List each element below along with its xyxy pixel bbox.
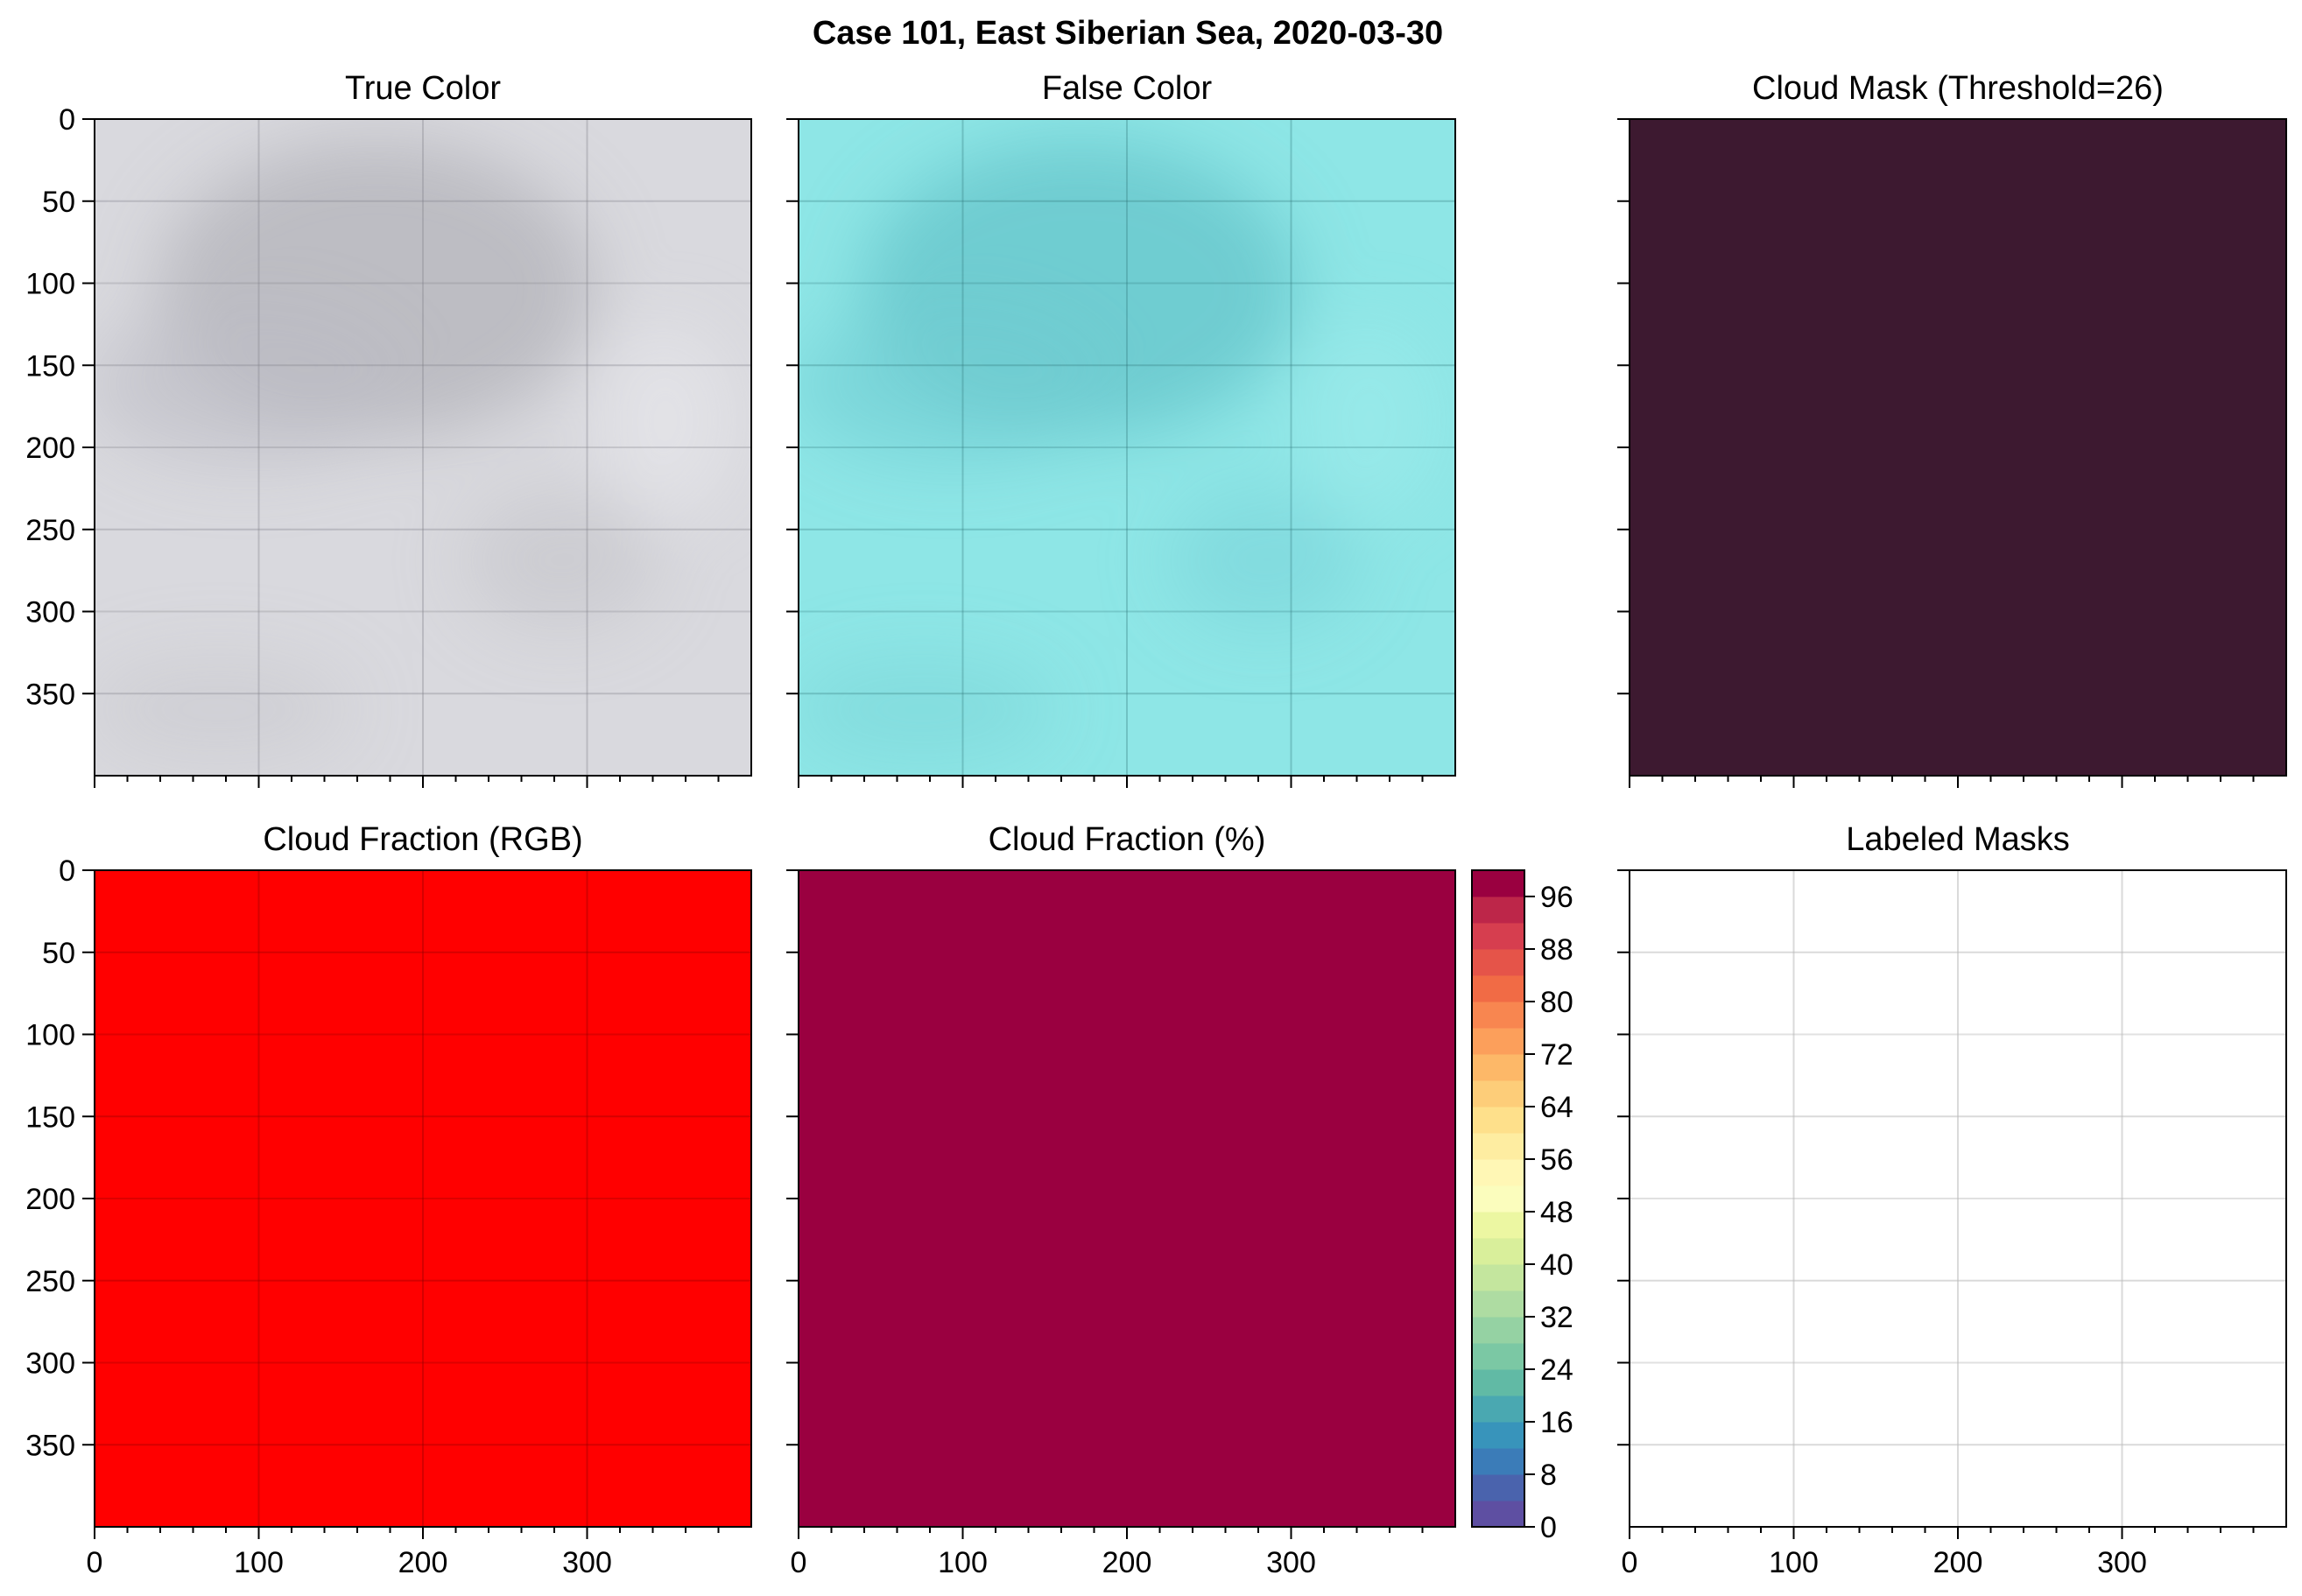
colorbar-level — [1472, 975, 1524, 1002]
cloud-mask-image — [1630, 119, 2286, 776]
colorbar-level — [1472, 1159, 1524, 1186]
y-tick-label: 0 — [59, 103, 75, 137]
colorbar-level — [1472, 949, 1524, 976]
x-tick-label: 100 — [1769, 1546, 1819, 1579]
colorbar-level — [1472, 1054, 1524, 1081]
cloud-mask-ticks — [1617, 118, 2255, 788]
y-tick-label: 150 — [25, 1100, 75, 1134]
colorbar-frame — [1471, 869, 1525, 1528]
panel-true-color: True Color 0 50 100 150 200 250 300 350 — [25, 70, 752, 788]
panel-title-labeled-masks: Labeled Masks — [1846, 821, 2070, 858]
cloud-fraction-pct-image — [799, 870, 1455, 1527]
colorbar-level — [1472, 1474, 1524, 1501]
y-tick-label: 50 — [42, 937, 75, 970]
x-tick-label: 100 — [938, 1546, 988, 1579]
y-tick-label: 300 — [25, 1347, 75, 1381]
y-tick-label: 250 — [25, 1265, 75, 1298]
colorbar-level — [1472, 1422, 1524, 1449]
x-tick-label: 300 — [1266, 1546, 1316, 1579]
figure-suptitle: Case 101, East Siberian Sea, 2020-03-30 — [813, 15, 1443, 52]
colorbar-level — [1472, 1080, 1524, 1107]
false-color-grid — [799, 119, 1455, 776]
y-tick-label: 350 — [25, 1429, 75, 1462]
panel-cloud-fraction-rgb: Cloud Fraction (RGB) 0 50 100 150 200 250 300 3… — [25, 821, 752, 1579]
colorbar-level — [1472, 1290, 1524, 1318]
panel-title-false-color: False Color — [1042, 70, 1213, 107]
y-tick-label: 0 — [59, 854, 75, 888]
colorbar-level — [1472, 923, 1524, 950]
colorbar-tick-label: 72 — [1540, 1038, 1573, 1072]
colorbar-tick-label: 64 — [1540, 1091, 1573, 1124]
cloud-fraction-rgb-image — [95, 870, 751, 1527]
x-tick-label: 0 — [87, 1546, 103, 1579]
colorbar-level — [1472, 1107, 1524, 1134]
colorbar-level — [1472, 1212, 1524, 1239]
colorbar-level — [1472, 896, 1524, 924]
x-tick-label: 0 — [791, 1546, 807, 1579]
x-tick-label: 200 — [1102, 1546, 1152, 1579]
colorbar-level — [1472, 1501, 1524, 1528]
colorbar-tick-label: 88 — [1540, 933, 1573, 967]
cloud-fraction-pct-ticks: 0 100 200 300 — [786, 869, 1424, 1579]
true-color-cloud-texture — [95, 140, 736, 762]
x-tick-label: 300 — [2097, 1546, 2147, 1579]
x-tick-label: 200 — [398, 1546, 448, 1579]
panel-title-cloud-fraction-pct: Cloud Fraction (%) — [989, 821, 1266, 858]
false-color-cloud-texture — [799, 140, 1440, 762]
cloud-fraction-rgb-grid — [95, 870, 751, 1527]
cloud-fraction-rgb-ticks: 0 50 100 150 200 250 300 350 0 100 200 300 — [25, 854, 720, 1579]
false-color-ticks — [786, 118, 1424, 788]
colorbar-level — [1472, 1002, 1524, 1029]
colorbar-level — [1472, 1369, 1524, 1396]
colorbar-level — [1472, 1448, 1524, 1475]
colorbar-tick-label: 48 — [1540, 1196, 1573, 1229]
x-tick-label: 100 — [234, 1546, 284, 1579]
y-tick-label: 200 — [25, 432, 75, 465]
y-tick-label: 200 — [25, 1183, 75, 1216]
y-tick-label: 300 — [25, 596, 75, 629]
x-tick-label: 200 — [1933, 1546, 1983, 1579]
colorbar-tick-label: 96 — [1540, 881, 1573, 914]
colorbar-level — [1472, 870, 1524, 897]
colorbar-tick-label: 16 — [1540, 1406, 1573, 1439]
panel-title-true-color: True Color — [345, 70, 501, 107]
cloud-fraction-colorbar: 0 8 16 24 32 40 48 56 64 72 80 88 96 — [1471, 869, 1573, 1544]
panel-labeled-masks: Labeled Masks 0 100 200 300 — [1617, 821, 2287, 1579]
colorbar-level — [1472, 1396, 1524, 1423]
panel-title-cloud-mask: Cloud Mask (Threshold=26) — [1752, 70, 2164, 107]
x-tick-label: 300 — [562, 1546, 612, 1579]
y-tick-label: 150 — [25, 349, 75, 383]
y-tick-label: 250 — [25, 514, 75, 547]
colorbar-level — [1472, 1238, 1524, 1265]
labeled-masks-grid — [1630, 870, 2286, 1527]
colorbar-tick-label: 32 — [1540, 1301, 1573, 1334]
labeled-masks-ticks: 0 100 200 300 — [1617, 869, 2255, 1579]
y-tick-label: 100 — [25, 268, 75, 301]
panel-cloud-mask: Cloud Mask (Threshold=26) — [1617, 70, 2287, 788]
colorbar-level — [1472, 1028, 1524, 1055]
colorbar-tick-label: 24 — [1540, 1353, 1573, 1387]
colorbar-tick-label: 40 — [1540, 1248, 1573, 1282]
panel-false-color: False Color — [786, 70, 1456, 788]
true-color-image — [95, 119, 751, 776]
y-tick-label: 350 — [25, 678, 75, 711]
colorbar-tick-label: 80 — [1540, 986, 1573, 1019]
true-color-grid — [95, 119, 751, 776]
y-tick-label: 50 — [42, 186, 75, 219]
colorbar-tick-label: 56 — [1540, 1143, 1573, 1177]
colorbar-level — [1472, 1264, 1524, 1291]
panel-title-cloud-fraction-rgb: Cloud Fraction (RGB) — [263, 821, 582, 858]
colorbar-tick-label: 0 — [1540, 1511, 1557, 1544]
true-color-ticks: 0 50 100 150 200 250 300 350 — [25, 103, 720, 788]
colorbar-level — [1472, 1185, 1524, 1213]
colorbar-level — [1472, 1317, 1524, 1344]
colorbar-level — [1472, 1343, 1524, 1370]
colorbar-level — [1472, 1133, 1524, 1160]
false-color-image — [799, 119, 1455, 776]
y-tick-label: 100 — [25, 1019, 75, 1052]
panel-cloud-fraction-pct: Cloud Fraction (%) 0 100 200 300 0 8 16 24 32 40… — [786, 821, 1573, 1579]
x-tick-label: 0 — [1622, 1546, 1638, 1579]
colorbar-tick-label: 8 — [1540, 1459, 1557, 1492]
